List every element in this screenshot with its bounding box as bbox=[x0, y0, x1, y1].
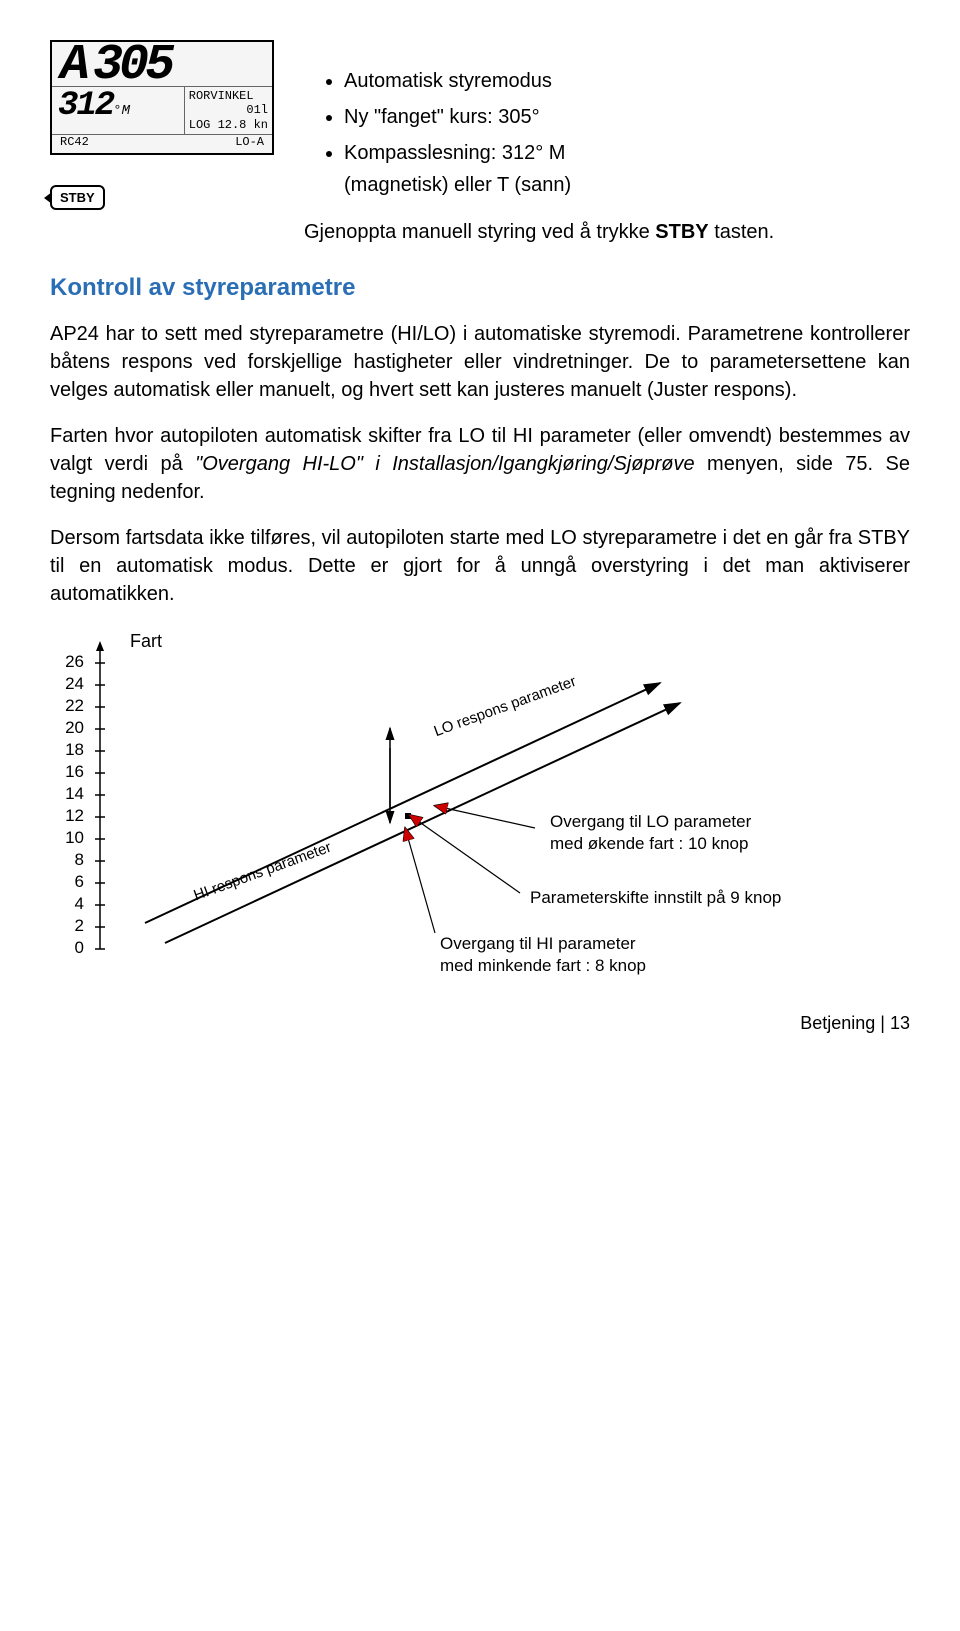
log-label: LOG bbox=[189, 118, 211, 132]
display-bottom-left: RC42 bbox=[60, 135, 89, 149]
annotation-ps: Parameterskifte innstilt på 9 knop bbox=[530, 888, 781, 908]
bullet-3: Kompasslesning: 312° M (magnetisk) eller… bbox=[344, 137, 774, 201]
display-bottom-right: LO-A bbox=[235, 135, 264, 149]
bullet-2: Ny "fanget" kurs: 305° bbox=[344, 101, 774, 133]
y-axis-labels: 26 24 22 20 18 16 14 12 10 8 6 4 2 0 bbox=[60, 651, 84, 959]
stby-button[interactable]: STBY bbox=[50, 185, 105, 210]
log-value: 12.8 kn bbox=[218, 118, 268, 132]
stby-instruction: Gjenoppta manuell styring ved å trykke S… bbox=[304, 221, 774, 244]
autopilot-display: A 305 312°M RORVINKEL 01l LOG 12.8 kn RC… bbox=[50, 40, 274, 155]
display-heading-unit: °M bbox=[113, 103, 130, 119]
bullet-1: Automatisk styremodus bbox=[344, 65, 774, 97]
transition-chart: Fart 26 24 22 20 18 16 14 12 10 8 6 4 2 … bbox=[90, 633, 810, 973]
display-heading: 312 bbox=[58, 87, 113, 125]
display-info-panel: RORVINKEL 01l LOG 12.8 kn bbox=[185, 87, 272, 134]
paragraph-1: AP24 har to sett med styreparametre (HI/… bbox=[50, 320, 910, 404]
section-heading: Kontroll av styreparametre bbox=[50, 274, 910, 302]
rorvinkel-value: 01l bbox=[189, 103, 268, 117]
paragraph-3: Dersom fartsdata ikke tilføres, vil auto… bbox=[50, 524, 910, 608]
feature-bullets: Automatisk styremodus Ny "fanget" kurs: … bbox=[304, 60, 774, 201]
rorvinkel-label: RORVINKEL bbox=[189, 89, 268, 103]
display-mode-letter: A bbox=[60, 46, 87, 86]
display-course: 305 bbox=[93, 46, 171, 86]
page-footer: Betjening | 13 bbox=[50, 1013, 910, 1034]
paragraph-2: Farten hvor autopiloten automatisk skift… bbox=[50, 422, 910, 506]
annotation-lo: Overgang til LO parameter med økende far… bbox=[550, 811, 751, 855]
annotation-hi: Overgang til HI parameter med minkende f… bbox=[440, 933, 646, 977]
chart-svg bbox=[90, 633, 810, 973]
